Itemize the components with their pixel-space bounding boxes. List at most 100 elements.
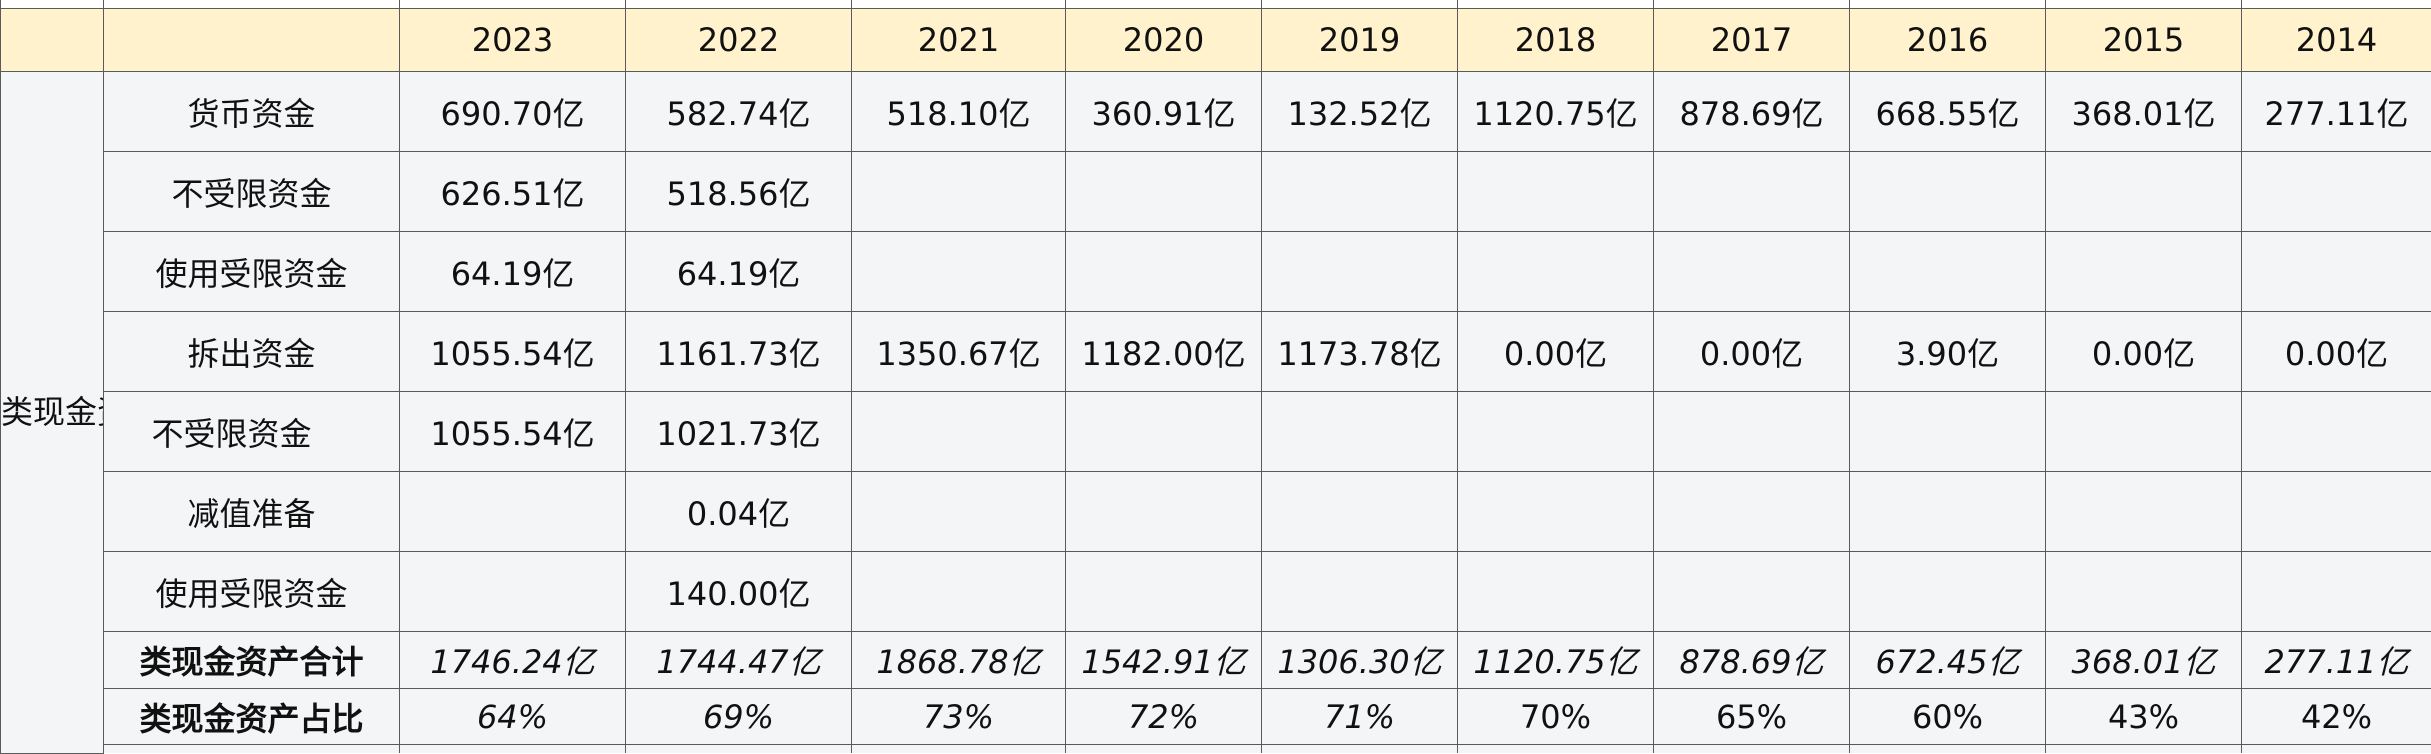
value-cell[interactable]: 0.04亿 bbox=[626, 472, 852, 552]
value-cell[interactable]: 0.00亿 bbox=[1654, 312, 1850, 392]
value-cell[interactable]: 0.00亿 bbox=[1458, 312, 1654, 392]
row-label-cell[interactable]: 类现金资产合计 bbox=[104, 632, 400, 689]
cell[interactable] bbox=[1458, 745, 1654, 754]
value-cell[interactable]: 1182.00亿 bbox=[1066, 312, 1262, 392]
value-cell[interactable]: 132.52亿 bbox=[1262, 72, 1458, 152]
value-cell[interactable] bbox=[1654, 392, 1850, 472]
cell[interactable] bbox=[1066, 0, 1262, 9]
year-header-cell[interactable]: 2015 bbox=[2046, 9, 2242, 72]
cell[interactable] bbox=[1654, 0, 1850, 9]
value-cell[interactable] bbox=[1850, 152, 2046, 232]
row-label-cell[interactable]: 使用受限资金 bbox=[104, 232, 400, 312]
cell[interactable] bbox=[1262, 0, 1458, 9]
cell[interactable] bbox=[1, 0, 104, 9]
value-cell[interactable]: 1744.47亿 bbox=[626, 632, 852, 689]
value-cell[interactable]: 73% bbox=[852, 689, 1066, 745]
value-cell[interactable]: 1120.75亿 bbox=[1458, 632, 1654, 689]
value-cell[interactable]: 1055.54亿 bbox=[400, 392, 626, 472]
value-cell[interactable] bbox=[1458, 152, 1654, 232]
row-label-cell[interactable]: 不受限资金 bbox=[104, 152, 400, 232]
value-cell[interactable] bbox=[1262, 552, 1458, 632]
value-cell[interactable] bbox=[2046, 392, 2242, 472]
value-cell[interactable] bbox=[852, 232, 1066, 312]
value-cell[interactable]: 518.56亿 bbox=[626, 152, 852, 232]
value-cell[interactable]: 368.01亿 bbox=[2046, 632, 2242, 689]
cell[interactable] bbox=[1458, 0, 1654, 9]
value-cell[interactable]: 277.11亿 bbox=[2242, 632, 2431, 689]
value-cell[interactable]: 140.00亿 bbox=[626, 552, 852, 632]
cell[interactable] bbox=[104, 0, 400, 9]
value-cell[interactable] bbox=[2242, 552, 2431, 632]
value-cell[interactable]: 60% bbox=[1850, 689, 2046, 745]
value-cell[interactable]: 277.11亿 bbox=[2242, 72, 2431, 152]
value-cell[interactable] bbox=[1654, 472, 1850, 552]
value-cell[interactable]: 626.51亿 bbox=[400, 152, 626, 232]
value-cell[interactable]: 1120.75亿 bbox=[1458, 72, 1654, 152]
value-cell[interactable]: 360.91亿 bbox=[1066, 72, 1262, 152]
value-cell[interactable] bbox=[1066, 152, 1262, 232]
cell[interactable] bbox=[1262, 745, 1458, 754]
value-cell[interactable] bbox=[1458, 472, 1654, 552]
value-cell[interactable]: 1306.30亿 bbox=[1262, 632, 1458, 689]
value-cell[interactable]: 69% bbox=[626, 689, 852, 745]
value-cell[interactable]: 42% bbox=[2242, 689, 2431, 745]
row-label-cell[interactable]: 货币资金 bbox=[104, 72, 400, 152]
year-header-cell[interactable]: 2020 bbox=[1066, 9, 1262, 72]
value-cell[interactable] bbox=[1066, 392, 1262, 472]
value-cell[interactable]: 1542.91亿 bbox=[1066, 632, 1262, 689]
value-cell[interactable] bbox=[1262, 472, 1458, 552]
value-cell[interactable] bbox=[400, 552, 626, 632]
header-corner-cell[interactable] bbox=[1, 9, 104, 72]
value-cell[interactable]: 1868.78亿 bbox=[852, 632, 1066, 689]
value-cell[interactable]: 70% bbox=[1458, 689, 1654, 745]
year-header-cell[interactable]: 2014 bbox=[2242, 9, 2431, 72]
value-cell[interactable] bbox=[1850, 392, 2046, 472]
cell[interactable] bbox=[400, 745, 626, 754]
value-cell[interactable] bbox=[2242, 152, 2431, 232]
value-cell[interactable]: 672.45亿 bbox=[1850, 632, 2046, 689]
cell[interactable] bbox=[104, 745, 400, 754]
row-label-cell[interactable]: 拆出资金 bbox=[104, 312, 400, 392]
value-cell[interactable] bbox=[1654, 152, 1850, 232]
value-cell[interactable] bbox=[2242, 392, 2431, 472]
row-label-cell[interactable]: 使用受限资金 bbox=[104, 552, 400, 632]
value-cell[interactable] bbox=[1458, 552, 1654, 632]
value-cell[interactable]: 582.74亿 bbox=[626, 72, 852, 152]
year-header-cell[interactable]: 2023 bbox=[400, 9, 626, 72]
value-cell[interactable]: 1746.24亿 bbox=[400, 632, 626, 689]
cell[interactable] bbox=[1066, 745, 1262, 754]
cell[interactable] bbox=[1850, 745, 2046, 754]
cell[interactable] bbox=[852, 745, 1066, 754]
value-cell[interactable]: 1173.78亿 bbox=[1262, 312, 1458, 392]
value-cell[interactable] bbox=[1850, 232, 2046, 312]
value-cell[interactable]: 65% bbox=[1654, 689, 1850, 745]
cell[interactable] bbox=[400, 0, 626, 9]
value-cell[interactable] bbox=[2046, 152, 2242, 232]
row-label-cell[interactable]: 减值准备 bbox=[104, 472, 400, 552]
value-cell[interactable]: 1021.73亿 bbox=[626, 392, 852, 472]
value-cell[interactable]: 668.55亿 bbox=[1850, 72, 2046, 152]
value-cell[interactable]: 1055.54亿 bbox=[400, 312, 626, 392]
value-cell[interactable]: 368.01亿 bbox=[2046, 72, 2242, 152]
value-cell[interactable]: 878.69亿 bbox=[1654, 632, 1850, 689]
header-label-cell[interactable] bbox=[104, 9, 400, 72]
value-cell[interactable]: 0.00亿 bbox=[2046, 312, 2242, 392]
value-cell[interactable] bbox=[852, 152, 1066, 232]
value-cell[interactable]: 64.19亿 bbox=[400, 232, 626, 312]
value-cell[interactable] bbox=[2242, 232, 2431, 312]
row-label-cell[interactable]: 类现金资产占比 bbox=[104, 689, 400, 745]
year-header-cell[interactable]: 2021 bbox=[852, 9, 1066, 72]
year-header-cell[interactable]: 2016 bbox=[1850, 9, 2046, 72]
value-cell[interactable]: 518.10亿 bbox=[852, 72, 1066, 152]
value-cell[interactable]: 690.70亿 bbox=[400, 72, 626, 152]
value-cell[interactable]: 1350.67亿 bbox=[852, 312, 1066, 392]
value-cell[interactable] bbox=[2046, 232, 2242, 312]
year-header-cell[interactable]: 2022 bbox=[626, 9, 852, 72]
value-cell[interactable] bbox=[1850, 472, 2046, 552]
value-cell[interactable] bbox=[2046, 552, 2242, 632]
value-cell[interactable]: 1161.73亿 bbox=[626, 312, 852, 392]
value-cell[interactable]: 64.19亿 bbox=[626, 232, 852, 312]
value-cell[interactable]: 43% bbox=[2046, 689, 2242, 745]
cell[interactable] bbox=[852, 0, 1066, 9]
value-cell[interactable] bbox=[1262, 232, 1458, 312]
